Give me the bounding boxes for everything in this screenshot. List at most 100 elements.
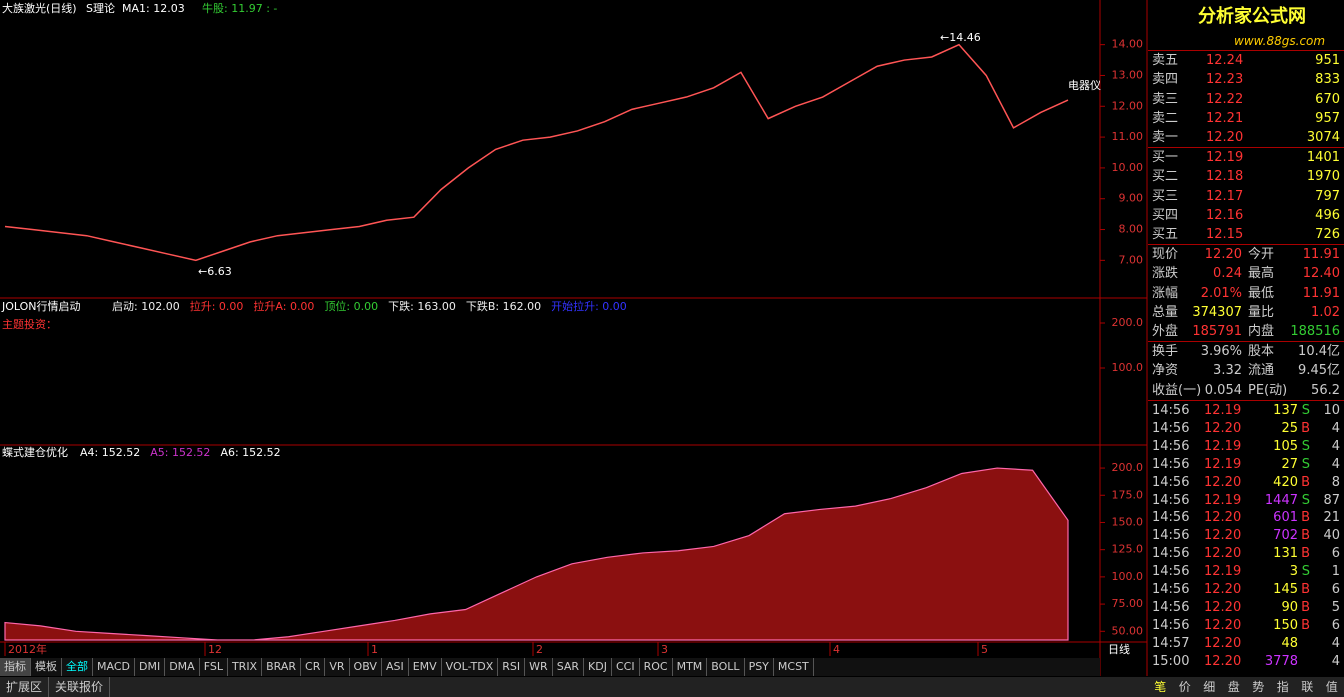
tab[interactable]: 联	[1301, 680, 1314, 694]
tick-time: 14:56	[1152, 510, 1190, 526]
finance-value: 56.2	[1311, 382, 1340, 398]
quote-value: 185791	[1192, 324, 1242, 340]
tick-price: 12.20	[1204, 474, 1242, 490]
tab[interactable]: SAR	[553, 658, 585, 676]
finance-label: 净资	[1152, 363, 1179, 379]
tab[interactable]: 关联报价	[49, 677, 111, 697]
quote-value: 11.91	[1302, 285, 1340, 301]
tick-count: 6	[1331, 582, 1340, 597]
tab[interactable]: ASI	[382, 658, 409, 676]
tab[interactable]: 势	[1252, 680, 1265, 694]
tab[interactable]: WR	[525, 658, 553, 676]
tick-count: 4	[1331, 635, 1340, 651]
tick-count: 40	[1323, 528, 1340, 544]
tick-time: 14:56	[1152, 546, 1190, 562]
tick-volume: 137	[1273, 403, 1298, 418]
y-tick-label: 200.0	[1112, 316, 1144, 329]
tick-time: 14:56	[1152, 617, 1190, 633]
quote-value: 11.91	[1302, 247, 1340, 262]
finance-label: 股本	[1248, 344, 1275, 359]
tick-price: 12.20	[1204, 510, 1242, 526]
tab[interactable]: MACD	[93, 658, 135, 676]
tab[interactable]: OBV	[350, 658, 382, 676]
order-price: 12.22	[1206, 91, 1244, 107]
tick-side: S	[1301, 438, 1310, 454]
tick-side: B	[1301, 420, 1310, 436]
y-tick-label: 100.0	[1112, 570, 1144, 583]
x-tick-label: 4	[833, 643, 840, 656]
tick-count: 4	[1331, 420, 1340, 436]
tick-count: 1	[1331, 564, 1340, 580]
order-label: 卖三	[1152, 91, 1179, 107]
tab[interactable]: MCST	[774, 658, 814, 676]
y-tick-label: 175.0	[1112, 488, 1144, 501]
order-price: 12.16	[1206, 207, 1244, 223]
ma: MA1: 12.03	[122, 2, 185, 15]
tab[interactable]: KDJ	[584, 658, 612, 676]
tick-time: 15:00	[1152, 653, 1190, 669]
tab[interactable]: ROC	[640, 658, 673, 676]
order-volume: 951	[1315, 53, 1340, 68]
x-tick-label: 2	[536, 643, 543, 656]
indicator-title: JOLON行情启动	[1, 300, 81, 313]
tab[interactable]: 细	[1203, 680, 1216, 694]
indicator-label: 启动: 102.00	[112, 300, 180, 313]
tab[interactable]: TRIX	[228, 658, 263, 676]
order-volume: 670	[1315, 91, 1340, 107]
finance-value: 9.45亿	[1298, 363, 1340, 379]
tab[interactable]: FSL	[200, 658, 228, 676]
finance-label: 换手	[1152, 344, 1179, 359]
tab[interactable]: 全部	[62, 658, 93, 676]
tab[interactable]: EMV	[409, 658, 442, 676]
order-volume: 833	[1315, 72, 1340, 88]
tab[interactable]: VOL-TDX	[442, 658, 499, 676]
tab[interactable]: 笔	[1154, 680, 1167, 694]
tab[interactable]: DMA	[165, 658, 200, 676]
finance-value: 10.4亿	[1298, 344, 1340, 359]
tab[interactable]: 扩展区	[0, 677, 50, 697]
tab[interactable]: 指标	[0, 658, 31, 676]
y-tick-label: 14.00	[1112, 38, 1144, 51]
indicator-label: 拉升: 0.00	[190, 299, 244, 313]
tick-side: B	[1301, 617, 1310, 633]
tab[interactable]: MTM	[673, 658, 708, 676]
tab[interactable]: BRAR	[262, 658, 302, 676]
tab[interactable]: 指	[1276, 680, 1289, 694]
order-label: 卖四	[1152, 72, 1179, 88]
x-tick-label: 12	[208, 643, 222, 656]
tick-volume: 601	[1273, 510, 1298, 526]
tick-time: 14:56	[1152, 420, 1190, 436]
separator	[1148, 244, 1344, 245]
order-price: 12.17	[1206, 188, 1244, 204]
tick-volume: 145	[1273, 582, 1298, 597]
order-label: 买二	[1152, 169, 1179, 185]
tick-count: 4	[1331, 653, 1340, 669]
quote-value: 374307	[1192, 304, 1242, 320]
tick-side: B	[1301, 546, 1310, 562]
tab[interactable]: 值	[1325, 680, 1338, 694]
period: 日线	[1108, 642, 1130, 656]
tab[interactable]: VR	[325, 658, 350, 676]
tab[interactable]: BOLL	[707, 658, 745, 676]
tab[interactable]: DMI	[135, 658, 166, 676]
indicator-title: 蝶式建仓优化	[2, 445, 68, 459]
tick-count: 21	[1323, 510, 1340, 526]
tick-price: 12.20	[1204, 546, 1242, 562]
tick-count: 87	[1323, 492, 1340, 508]
tab[interactable]: 模板	[31, 658, 62, 676]
tick-time: 14:56	[1152, 474, 1190, 490]
tick-time: 14:56	[1152, 403, 1190, 418]
tick-volume: 3778	[1264, 653, 1298, 669]
tab[interactable]: CR	[301, 658, 326, 676]
order-volume: 726	[1315, 227, 1340, 243]
tick-time: 14:56	[1152, 582, 1190, 597]
tab[interactable]: CCI	[612, 658, 640, 676]
quote-label: 量比	[1248, 304, 1275, 320]
tab[interactable]: RSI	[498, 658, 526, 676]
order-label: 卖五	[1152, 53, 1179, 68]
tab[interactable]: 价	[1178, 680, 1191, 694]
y-tick-label: 10.00	[1112, 161, 1144, 174]
tick-price: 12.20	[1204, 528, 1242, 544]
tab[interactable]: 盘	[1227, 680, 1240, 694]
tab[interactable]: PSY	[745, 658, 774, 676]
